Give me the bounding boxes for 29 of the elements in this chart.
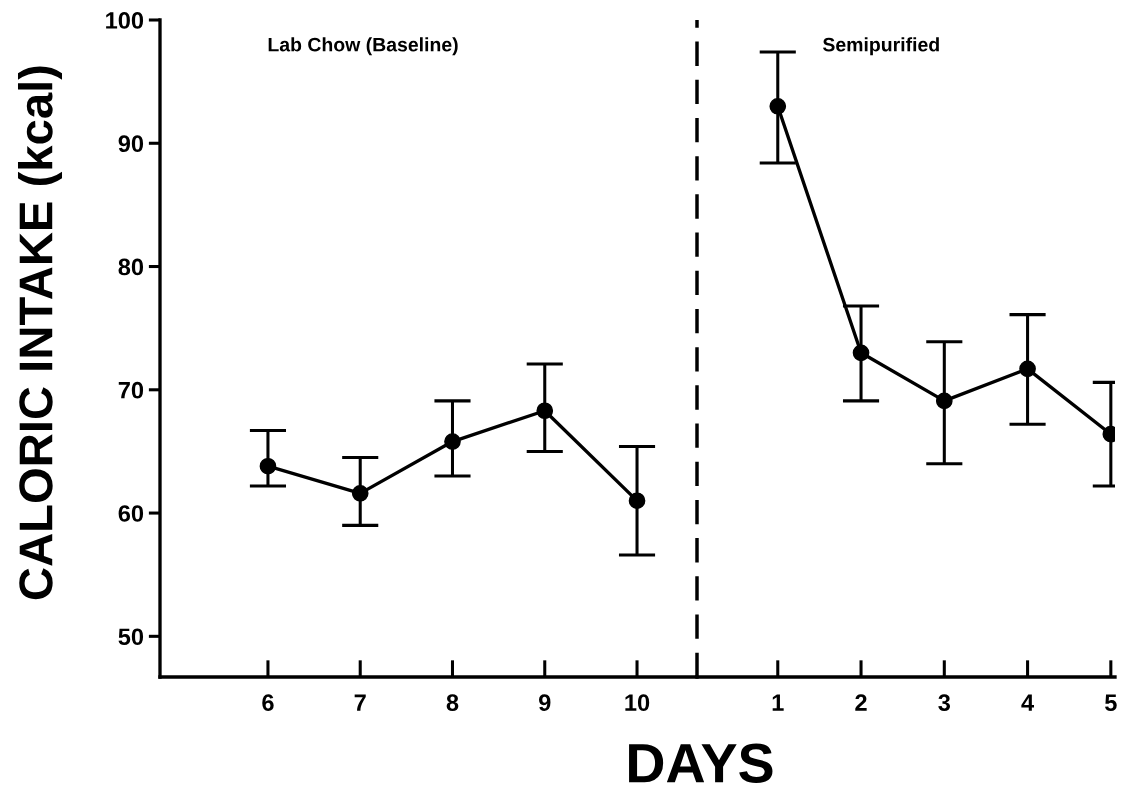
point [444, 433, 461, 450]
y-tick-label: 50 [118, 628, 144, 646]
point [935, 392, 953, 410]
x-tick-label: 2 [855, 694, 867, 711]
x-tick-label: 10 [625, 694, 650, 712]
x-axis-title: DAYS [629, 743, 773, 783]
x-tick-label: 4 [1021, 694, 1035, 711]
y-tick-label: 90 [118, 135, 144, 153]
point [259, 457, 277, 475]
point [1019, 360, 1036, 378]
y-tick-label: 70 [118, 381, 144, 399]
x-tick-label: 9 [539, 694, 551, 712]
x-tick-label: 8 [446, 694, 459, 712]
y-axis-title: CALORIC INTAKE (kcal) [17, 66, 63, 600]
x-tick-label: 1 [772, 694, 784, 711]
x-tick-label: 3 [938, 694, 951, 712]
annotation: Semipurified [822, 37, 939, 56]
x-tick-label: 6 [262, 694, 274, 712]
y-tick-label: 80 [118, 258, 144, 276]
x-tick-label: 7 [354, 694, 366, 711]
annotation: Lab Chow (Baseline) [268, 37, 458, 56]
point [536, 402, 554, 420]
point [628, 492, 646, 510]
point [351, 485, 369, 502]
x-tick-label: 5 [1105, 694, 1117, 712]
point [769, 97, 787, 115]
y-tick-label: 60 [118, 505, 144, 522]
point [852, 344, 870, 362]
y-tick-label: 100 [106, 12, 144, 29]
